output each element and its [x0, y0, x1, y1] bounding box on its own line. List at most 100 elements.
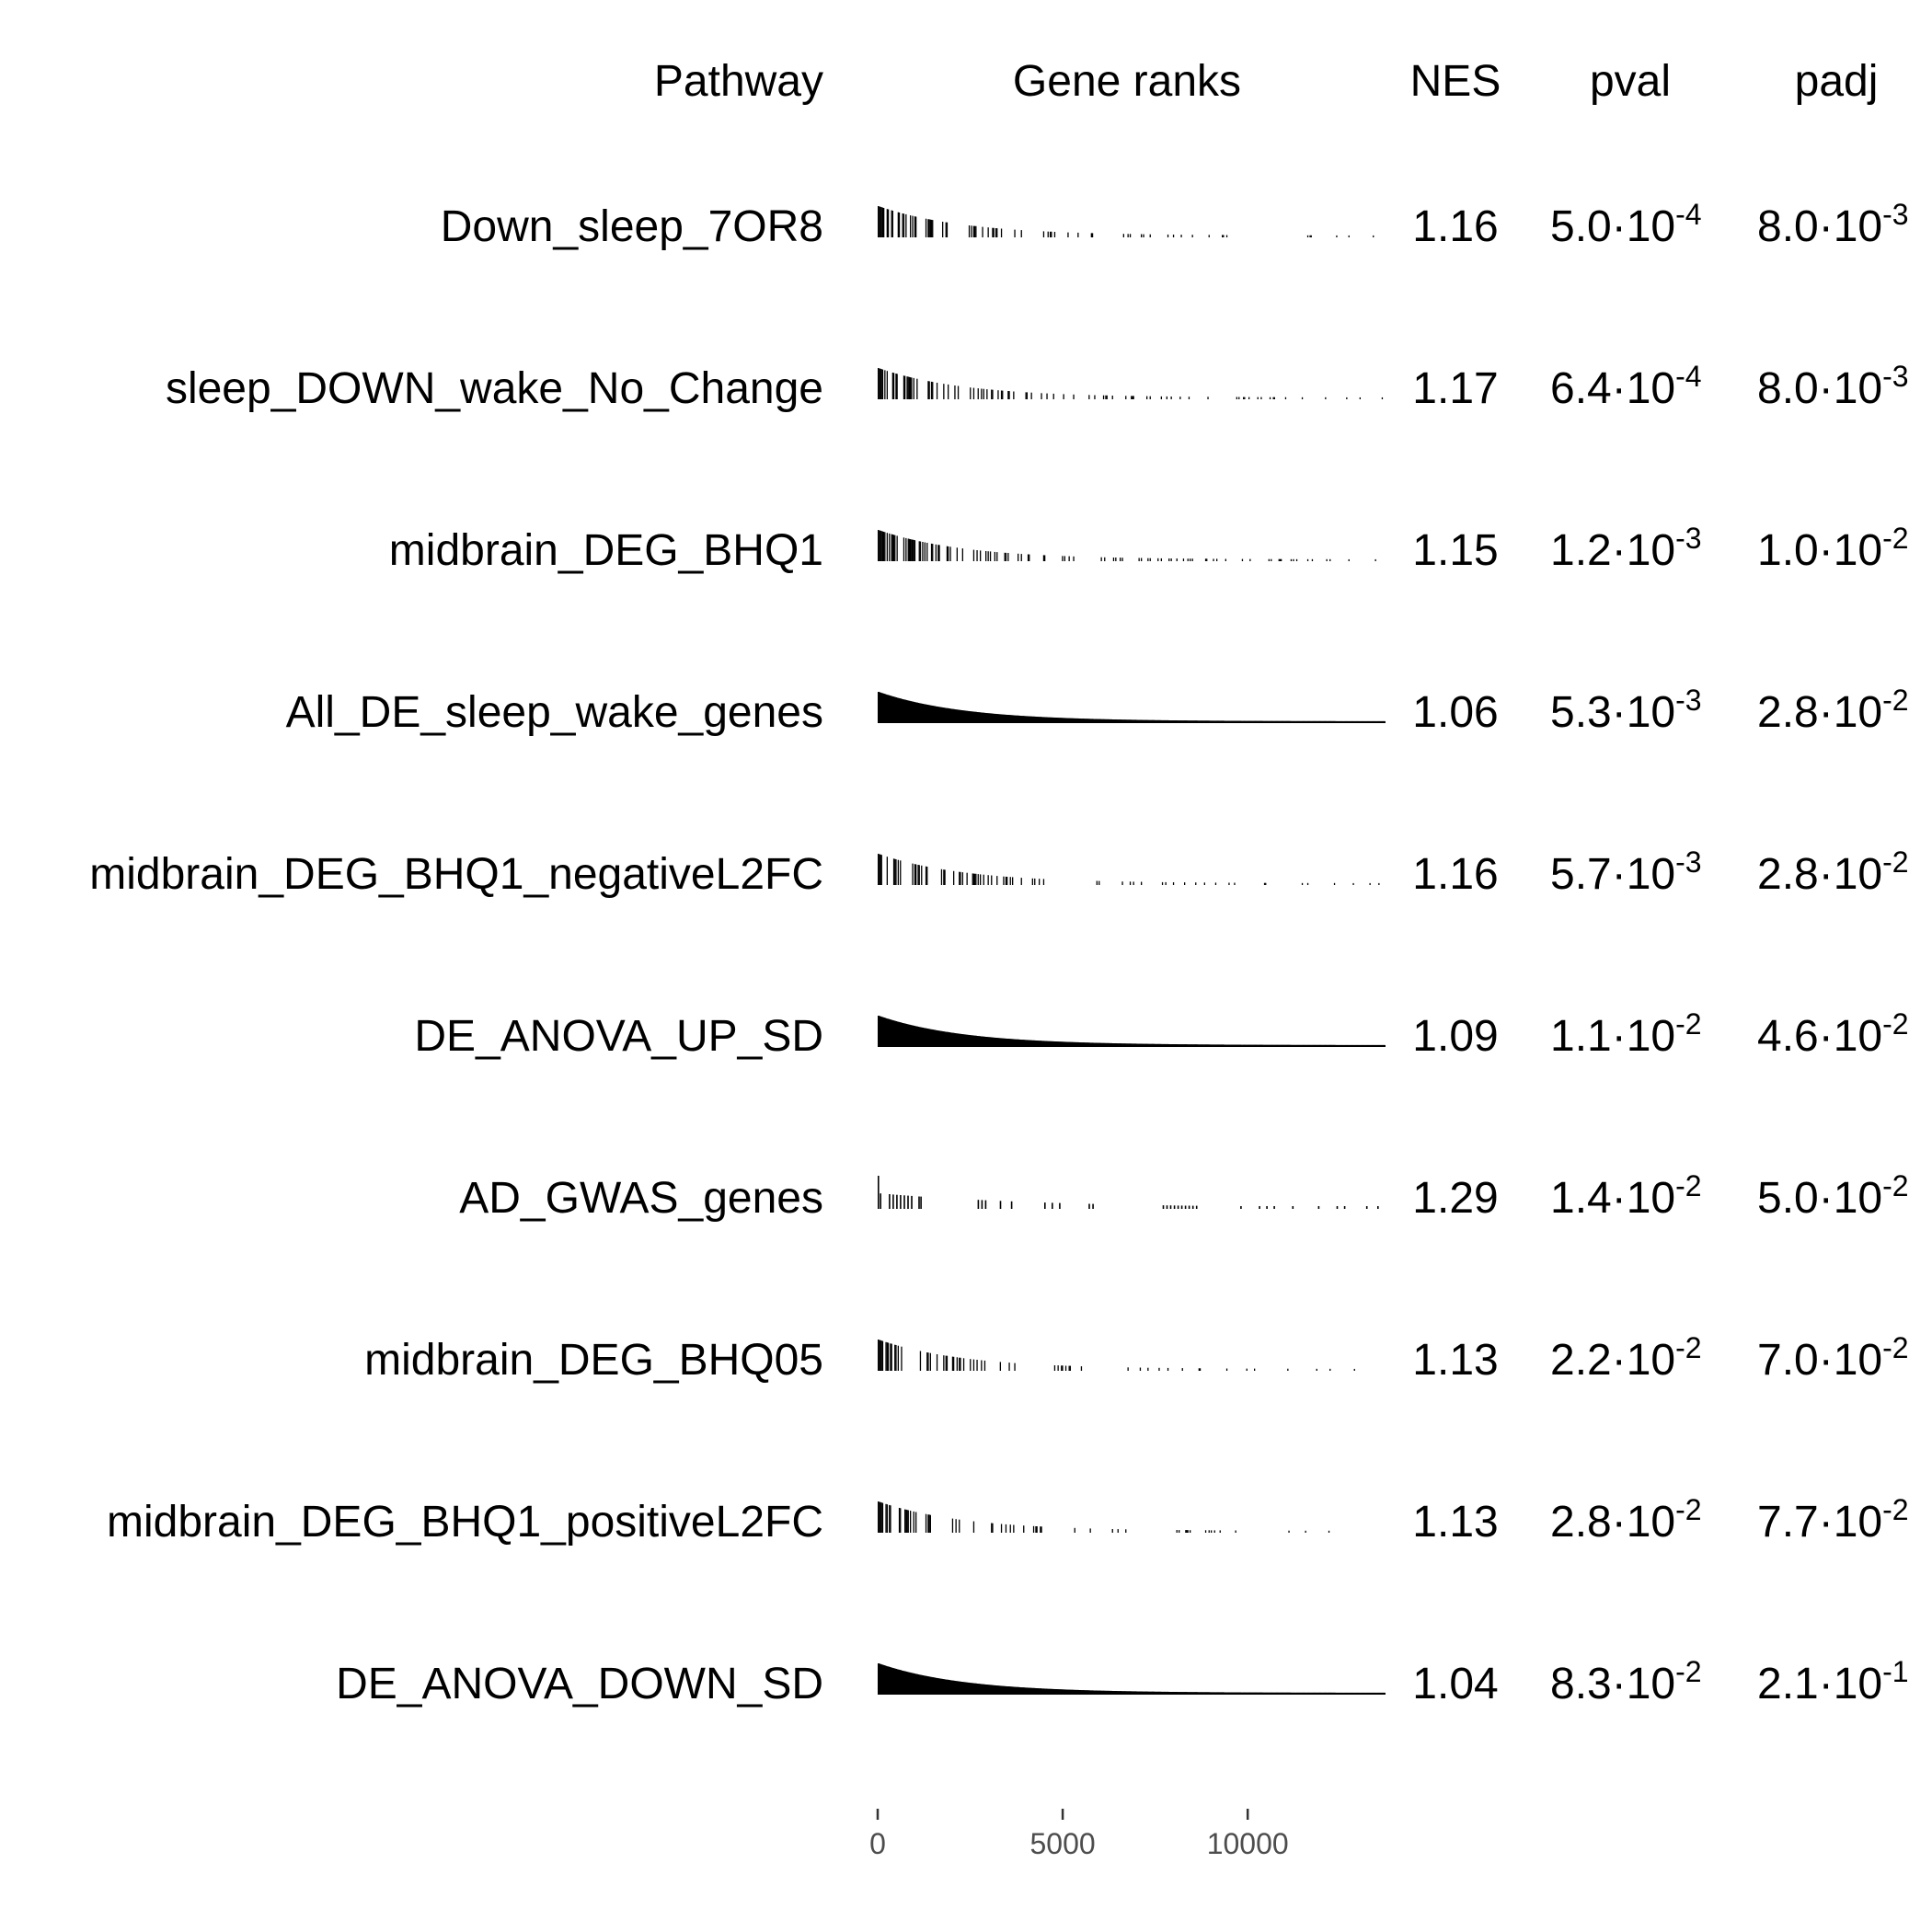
gene-rank-bar	[1052, 717, 1055, 723]
gene-rank-bar	[1128, 1691, 1131, 1695]
gene-rank-bar	[1356, 1692, 1358, 1695]
gene-rank-bar	[1096, 719, 1098, 723]
gene-rank-bar	[1104, 1690, 1106, 1695]
gene-rank-bar	[985, 1037, 987, 1047]
gene-rank-bar	[1082, 1690, 1084, 1695]
gene-rank-bar	[897, 859, 899, 885]
gene-rank-bar	[1055, 718, 1057, 723]
gene-rank-bar	[1125, 1043, 1127, 1047]
gene-rank-bar	[1088, 1690, 1090, 1695]
gene-rank-bar	[1009, 1524, 1011, 1533]
gene-rank-bar	[1129, 719, 1132, 723]
gene-rank-bar	[932, 706, 934, 723]
gene-rank-bar	[912, 215, 914, 237]
gene-rank-bar	[1271, 1692, 1272, 1695]
gene-rank-bar	[1184, 1692, 1186, 1695]
gene-rank-bar	[948, 384, 949, 399]
gene-rank-bar	[966, 1682, 969, 1695]
gene-rank-bar	[1269, 720, 1271, 723]
gene-rank-bar	[881, 1017, 884, 1047]
pathway-row: midbrain_DEG_BHQ1_negativeL2FC 1.16 5.7·10…	[89, 845, 1908, 899]
gene-rank-bar	[1217, 1692, 1219, 1695]
gene-rank-bar	[1318, 1044, 1320, 1047]
gene-rank-bar	[879, 530, 880, 561]
gene-rank-bar	[1218, 1692, 1221, 1695]
gene-rank-bar	[1299, 720, 1302, 723]
gene-rank-bar	[1114, 1691, 1116, 1695]
gene-rank-bar	[970, 1035, 972, 1047]
gene-rank-bar	[900, 1508, 902, 1533]
gene-rank-bar	[1063, 1041, 1065, 1047]
gene-rank-bar	[1383, 720, 1385, 723]
gene-rank-bar	[1243, 1692, 1245, 1695]
pathway-label: All_DE_sleep_wake_genes	[286, 688, 823, 737]
gene-rank-bar	[1240, 1206, 1242, 1209]
gene-rank-bar	[1294, 1044, 1296, 1047]
gene-rank-bar	[895, 1669, 898, 1695]
gene-rank-bar	[910, 1025, 912, 1047]
gene-rank-bar	[917, 1674, 920, 1695]
gene-rank-bar	[1025, 716, 1028, 723]
pval-value: 2.2·10-2	[1550, 1331, 1702, 1385]
gene-rank-bar	[897, 1021, 900, 1047]
gene-rank-bar	[1292, 1692, 1294, 1695]
gene-rank-bar	[971, 711, 973, 723]
gene-rank-bar	[1357, 1044, 1359, 1047]
gene-rank-bar	[1209, 720, 1212, 723]
gene-rank-bar	[915, 864, 917, 885]
gene-rank-bar	[1029, 1687, 1032, 1695]
gene-rank-bar	[1153, 719, 1155, 723]
gene-rank-bar	[1233, 720, 1235, 723]
gene-rank-bar	[879, 1663, 880, 1695]
gene-rank-bar	[891, 696, 893, 723]
gene-rank-bar	[1199, 1692, 1202, 1695]
gene-rank-bar	[917, 1027, 920, 1047]
gene-rank-bar	[1174, 1044, 1176, 1047]
gene-rank-bar	[922, 1028, 925, 1047]
gene-rank-bar	[946, 1031, 949, 1047]
gene-rank-bar	[1380, 1044, 1383, 1047]
gene-rank-bar	[1015, 1039, 1018, 1047]
gene-rank-bar	[1074, 718, 1076, 723]
gene-rank-bar	[1066, 718, 1068, 723]
gene-rank-bar	[1034, 716, 1036, 723]
gene-rank-bar	[1044, 717, 1046, 723]
gene-rank-bar	[1095, 1042, 1098, 1047]
padj-value: 5.0·10-2	[1757, 1169, 1909, 1223]
gene-rank-bar	[885, 1665, 888, 1695]
gene-rank-bar	[915, 702, 917, 723]
gene-rank-bar	[949, 1680, 952, 1695]
gene-rank-bar	[1260, 1692, 1263, 1695]
gene-rank-bar	[1062, 1689, 1064, 1695]
gene-rank-bar	[1240, 720, 1243, 723]
gene-rank-bar	[1074, 1689, 1076, 1695]
gene-rank-bar	[1321, 1692, 1324, 1695]
gene-rank-bar	[1186, 1530, 1188, 1533]
gene-rank-bar	[1077, 1041, 1079, 1047]
pathway-label: midbrain_DEG_BHQ1_negativeL2FC	[89, 850, 823, 899]
gene-rank-bar	[1030, 1687, 1033, 1695]
gene-rank-bar	[1225, 1044, 1228, 1047]
gene-rank-bar	[1294, 720, 1296, 723]
pathway-row: midbrain_DEG_BHQ1 1.15 1.2·10-3 1.0·10-2	[389, 522, 1909, 575]
gene-rank-bar	[921, 865, 923, 885]
gene-rank-bar	[1228, 1044, 1231, 1047]
gene-rank-bar	[1343, 1044, 1346, 1047]
gene-rank-bar	[996, 876, 998, 885]
gene-rank-bar	[1069, 1041, 1072, 1047]
pval-value: 1.2·10-3	[1550, 522, 1702, 575]
gene-rank-bar	[928, 1514, 930, 1533]
gene-rank-bar	[964, 1682, 966, 1695]
gene-rank-bar	[1286, 1044, 1288, 1047]
gene-rank-bar	[1073, 556, 1075, 561]
gene-rank-bar	[1126, 719, 1129, 723]
gene-rank-bar	[1190, 720, 1193, 723]
gene-rank-bar	[1319, 720, 1321, 723]
gene-rank-bar	[898, 1022, 901, 1047]
gene-rank-bar	[1252, 1692, 1255, 1695]
gene-rank-bar	[1196, 1044, 1199, 1047]
gene-rank-bar	[924, 542, 926, 561]
gene-rank-bar	[1368, 720, 1371, 723]
gene-rank-bar	[1203, 1044, 1206, 1047]
gene-rank-bar	[1332, 720, 1335, 723]
